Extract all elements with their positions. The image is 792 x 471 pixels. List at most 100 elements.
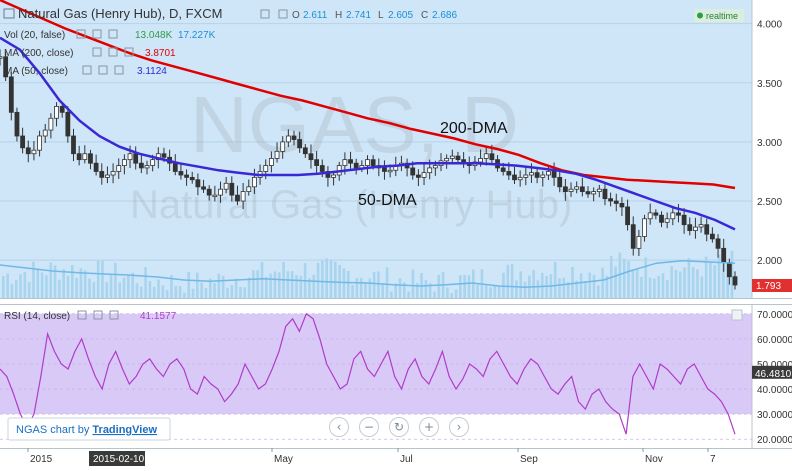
- volume-bar: [79, 268, 83, 298]
- candle-body: [625, 206, 630, 226]
- volume-bar: [661, 273, 665, 298]
- rsi-label[interactable]: RSI (14, close): [4, 311, 70, 322]
- volume-bar: [726, 264, 729, 298]
- reset-button[interactable]: [389, 417, 409, 437]
- branding-box: [7, 417, 171, 441]
- price-axis[interactable]: [752, 0, 792, 298]
- rsi-current-tag: [752, 365, 792, 379]
- volume-bar: [217, 273, 221, 298]
- vol-close-icon[interactable]: [108, 29, 118, 39]
- volume-bar: [691, 267, 695, 298]
- tradingview-link[interactable]: TradingView: [92, 424, 157, 436]
- volume-bar: [394, 283, 397, 298]
- candle-body: [382, 167, 387, 172]
- volume-ma-line: [0, 260, 736, 288]
- volume-bar: [437, 274, 441, 298]
- candle-body: [25, 147, 31, 155]
- candle-body: [268, 158, 274, 166]
- ma50-annotation: 50-DMA: [358, 192, 417, 209]
- volume-bar: [640, 276, 643, 298]
- candle-body: [105, 174, 110, 178]
- scroll-left-button[interactable]: [329, 417, 349, 437]
- ma200-settings-icon[interactable]: [108, 47, 118, 57]
- rsi-eye-icon[interactable]: [77, 310, 87, 320]
- volume-bar: [346, 271, 350, 298]
- volume-bar: [381, 283, 385, 298]
- ma200-eye-icon[interactable]: [92, 47, 102, 57]
- price-tick-label: 2.500: [757, 197, 782, 208]
- symbol-icon: [3, 8, 15, 19]
- vol-indicator-label[interactable]: Vol (20, false): [4, 30, 65, 41]
- volume-bar: [27, 282, 31, 298]
- scroll-right-button[interactable]: [449, 417, 469, 437]
- rsi-settings-icon[interactable]: [93, 310, 103, 320]
- zoom-in-button[interactable]: [419, 417, 439, 437]
- volume-bar: [592, 274, 596, 298]
- candle-body: [110, 171, 116, 176]
- volume-bar: [312, 274, 316, 298]
- volume-bar: [226, 287, 229, 298]
- settings-icon[interactable]: [278, 9, 288, 19]
- volume-bar: [359, 277, 363, 298]
- time-tick-label: 7: [710, 454, 716, 465]
- rsi-collapse-icon[interactable]: [731, 309, 743, 321]
- ma50-eye-icon[interactable]: [82, 65, 92, 75]
- realtime-dot-icon: [697, 12, 703, 19]
- eye-icon[interactable]: [260, 9, 270, 19]
- volume-bar: [204, 288, 208, 298]
- candle-body: [297, 139, 303, 149]
- volume-bar: [709, 261, 712, 298]
- candle-body: [647, 212, 653, 220]
- candle-body: [314, 159, 320, 166]
- ma200-value: 3.8701: [145, 48, 176, 59]
- rsi-tick-label: 40.0000: [757, 385, 792, 396]
- volume-bar: [2, 275, 5, 298]
- ma50-settings-icon[interactable]: [98, 65, 108, 75]
- volume-bar: [463, 274, 466, 298]
- volume-bar: [325, 258, 328, 298]
- volume-bar: [70, 265, 74, 298]
- watermark-name: Natural Gas (Henry Hub): [130, 183, 572, 227]
- candle-body: [31, 149, 37, 155]
- volume-bar: [53, 265, 57, 298]
- ohlc-o-value: 2.611: [303, 10, 328, 21]
- ma50-indicator-label[interactable]: MA (50, close): [4, 66, 68, 77]
- volume-bar: [334, 261, 337, 298]
- vol-value-1: 13.048K: [135, 30, 173, 41]
- volume-bar: [678, 271, 682, 298]
- candle-body: [42, 129, 48, 137]
- candle-body: [546, 171, 551, 176]
- ma200-close-icon[interactable]: [124, 47, 134, 57]
- candle-body: [178, 171, 184, 176]
- ma200-indicator-label[interactable]: MA (200, close): [4, 48, 73, 59]
- ma50-close-icon[interactable]: [114, 65, 124, 75]
- candle-body: [144, 165, 150, 169]
- volume-bar: [489, 287, 492, 298]
- price-tick-label: 2.000: [757, 256, 782, 267]
- volume-bar: [372, 271, 376, 298]
- time-axis[interactable]: [0, 448, 792, 471]
- time-tick-label: 2015: [30, 454, 53, 465]
- candle-body: [212, 194, 218, 198]
- time-tick-label: Nov: [645, 454, 663, 465]
- volume-bar: [351, 284, 354, 298]
- zoom-out-button[interactable]: [359, 417, 379, 437]
- volume-bar: [627, 261, 630, 298]
- volume-bar: [183, 292, 186, 298]
- vol-eye-icon[interactable]: [76, 29, 86, 39]
- volume-bar: [178, 285, 182, 298]
- volume-bar: [10, 283, 14, 298]
- rsi-close-icon[interactable]: [109, 310, 119, 320]
- vol-settings-icon[interactable]: [92, 29, 102, 39]
- volume-bar: [666, 280, 669, 298]
- ohlc-c-key: C: [421, 10, 428, 21]
- vol-value-2: 17.227K: [178, 30, 216, 41]
- candle-body: [65, 111, 71, 137]
- price-axis-ticks: 2.000 2.500 3.000 3.500 4.000: [757, 20, 782, 268]
- candle-body: [529, 172, 534, 176]
- volume-bar: [152, 286, 156, 298]
- candle-body: [93, 162, 99, 172]
- candle-body: [184, 174, 189, 178]
- pane-divider[interactable]: [0, 298, 792, 305]
